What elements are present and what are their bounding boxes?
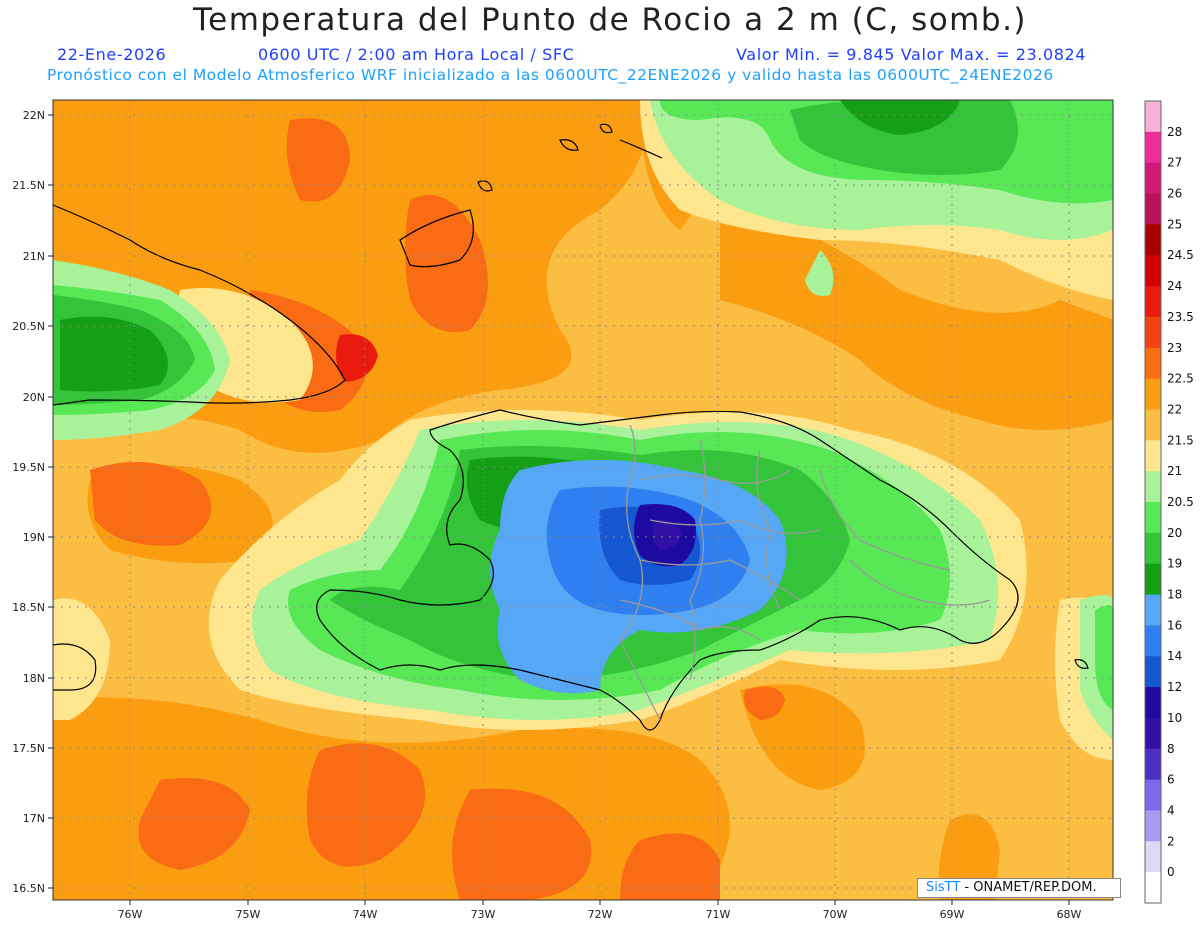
lat-label: 18N — [23, 672, 45, 685]
lon-label: 73W — [471, 908, 496, 921]
colorbar: 2827262524.52423.52322.52221.52120.52019… — [1144, 100, 1194, 904]
colorbar-label: 8 — [1167, 742, 1175, 756]
colorbar-label: 4 — [1167, 803, 1175, 817]
colorbar-label: 12 — [1167, 680, 1182, 694]
colorbar-label: 21 — [1167, 464, 1182, 478]
colorbar-swatch — [1145, 656, 1161, 688]
colorbar-swatch — [1145, 193, 1161, 225]
lat-label: 22N — [23, 109, 45, 122]
colorbar-label: 25 — [1167, 217, 1182, 231]
model-info: Pronóstico con el Modelo Atmosferico WRF… — [47, 66, 1054, 84]
province-borders — [619, 424, 991, 721]
colorbar-label: 20.5 — [1167, 495, 1194, 509]
colorbar-label: 6 — [1167, 773, 1175, 787]
lon-label: 71W — [706, 908, 731, 921]
colorbar-swatch — [1145, 131, 1161, 164]
colorbar-label: 28 — [1167, 125, 1182, 139]
lon-label: 76W — [118, 908, 143, 921]
lon-label: 72W — [588, 908, 613, 921]
lon-label: 74W — [353, 908, 378, 921]
lat-label: 21N — [23, 250, 45, 263]
credit-box: SisTT - ONAMET/REP.DOM. — [917, 878, 1121, 898]
colorbar-label: 2 — [1167, 834, 1175, 848]
lon-label: 69W — [940, 908, 965, 921]
colorbar-label: 23.5 — [1167, 310, 1194, 324]
lat-label: 19.5N — [12, 461, 45, 474]
lat-label: 17N — [23, 812, 45, 825]
coastlines — [52, 123, 1089, 731]
lon-label: 75W — [236, 908, 261, 921]
colorbar-swatch — [1145, 717, 1161, 750]
colorbar-label: 20 — [1167, 526, 1182, 540]
min-max-values: Valor Min. = 9.845 Valor Max. = 23.0824 — [736, 45, 1087, 64]
colorbar-swatch — [1145, 440, 1161, 472]
colorbar-swatch — [1145, 810, 1161, 842]
lat-label: 18.5N — [12, 601, 45, 614]
forecast-time: 0600 UTC / 2:00 am Hora Local / SFC — [258, 45, 575, 64]
colorbar-label: 10 — [1167, 711, 1182, 725]
colorbar-swatch — [1145, 563, 1161, 596]
colorbar-label: 21.5 — [1167, 433, 1194, 447]
colorbar-swatch — [1145, 316, 1161, 349]
lon-label: 68W — [1057, 908, 1082, 921]
colorbar-swatch — [1145, 347, 1161, 380]
colorbar-swatch — [1145, 101, 1161, 133]
grid-lines — [53, 100, 1113, 900]
colorbar-swatch — [1145, 872, 1161, 904]
forecast-date: 22-Ene-2026 — [57, 45, 167, 64]
colorbar-swatch — [1145, 255, 1161, 287]
chart-title: Temperatura del Punto de Rocio a 2 m (C,… — [192, 2, 1028, 38]
colorbar-label: 26 — [1167, 187, 1182, 201]
colorbar-label: 27 — [1167, 156, 1182, 170]
colorbar-swatch — [1145, 841, 1161, 873]
colorbar-label: 24.5 — [1167, 248, 1194, 262]
colorbar-label: 22.5 — [1167, 372, 1194, 386]
lat-label: 19N — [23, 531, 45, 544]
axis-ticks — [48, 114, 1070, 905]
colorbar-swatch — [1145, 502, 1161, 534]
map-frame — [52, 99, 1114, 901]
credit-text: - ONAMET/REP.DOM. — [960, 880, 1097, 895]
colorbar-label: 24 — [1167, 279, 1182, 293]
colorbar-label: 14 — [1167, 649, 1182, 663]
lat-label: 20N — [23, 391, 45, 404]
colorbar-swatch — [1145, 748, 1161, 781]
colorbar-swatch — [1145, 779, 1161, 811]
colorbar-swatch — [1145, 224, 1161, 256]
dewpoint-field — [53, 100, 1113, 900]
colorbar-label: 0 — [1167, 865, 1175, 879]
colorbar-label: 16 — [1167, 618, 1182, 632]
lon-label: 70W — [823, 908, 848, 921]
colorbar-swatch — [1145, 594, 1161, 626]
colorbar-label: 22 — [1167, 402, 1182, 416]
lat-label: 21.5N — [12, 179, 45, 192]
colorbar-swatch — [1145, 532, 1161, 565]
colorbar-swatch — [1145, 625, 1161, 657]
colorbar-swatch — [1145, 378, 1161, 410]
lat-label: 20.5N — [12, 320, 45, 333]
colorbar-swatch — [1145, 286, 1161, 318]
colorbar-label: 18 — [1167, 588, 1182, 602]
lat-label: 17.5N — [12, 742, 45, 755]
colorbar-swatch — [1145, 687, 1161, 719]
colorbar-frame — [1144, 100, 1162, 904]
credit-brand: SisTT — [926, 880, 961, 895]
colorbar-swatch — [1145, 162, 1161, 195]
colorbar-swatch — [1145, 409, 1161, 441]
colorbar-label: 23 — [1167, 341, 1182, 355]
colorbar-label: 19 — [1167, 557, 1182, 571]
colorbar-swatch — [1145, 471, 1161, 503]
lat-label: 16.5N — [12, 882, 45, 895]
